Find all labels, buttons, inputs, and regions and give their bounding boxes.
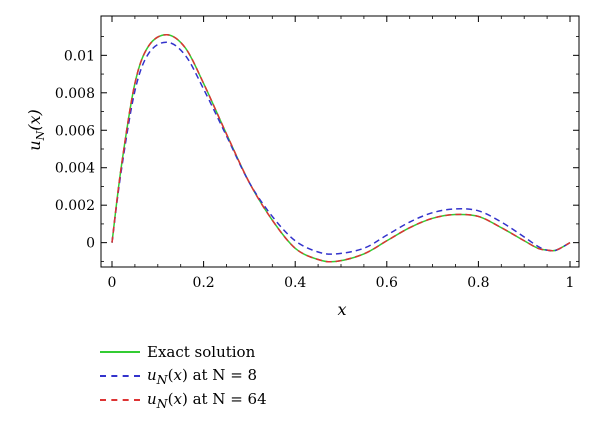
x-tick-label: 1: [566, 275, 575, 291]
legend: Exact solution uN(x) at N = 8 uN(x) at N…: [100, 340, 267, 412]
series-n64: [111, 33, 571, 263]
x-tick-label: 0: [108, 275, 117, 291]
x-tick-label: 0.6: [376, 275, 398, 291]
legend-swatch-n64: [100, 399, 140, 401]
legend-swatch-exact: [100, 351, 140, 353]
legend-item-exact: Exact solution: [100, 340, 267, 364]
legend-item-n8: uN(x) at N = 8: [100, 364, 267, 388]
x-tick-label: 0.8: [467, 275, 489, 291]
legend-label-exact: Exact solution: [147, 343, 256, 361]
y-tick-label: 0.004: [55, 161, 95, 177]
svg-text:uN(x): uN(x): [25, 109, 47, 150]
y-tick-label: 0: [86, 236, 95, 252]
y-axis-label-sub: N: [34, 130, 47, 141]
x-tick-label: 0.2: [192, 275, 214, 291]
y-tick-label: 0.006: [55, 123, 95, 139]
y-axis-label: uN(x): [25, 109, 47, 150]
legend-swatch-n8: [100, 375, 140, 377]
y-axis-label-base: u: [25, 140, 44, 150]
legend-item-n64: uN(x) at N = 64: [100, 388, 267, 412]
x-tick-label: 0.4: [284, 275, 306, 291]
series-n8: [111, 41, 571, 255]
legend-label-n8: uN(x) at N = 8: [147, 365, 258, 387]
x-axis-label: x: [337, 300, 346, 319]
y-tick-label: 0.008: [55, 86, 95, 102]
y-tick-label: 0.01: [64, 48, 95, 64]
y-tick-label: 0.002: [55, 198, 95, 214]
legend-label-n64: uN(x) at N = 64: [147, 389, 267, 411]
y-axis-label-arg: (x): [25, 109, 44, 131]
series-exact-solution: [111, 33, 571, 263]
plot-frame: [100, 15, 580, 268]
